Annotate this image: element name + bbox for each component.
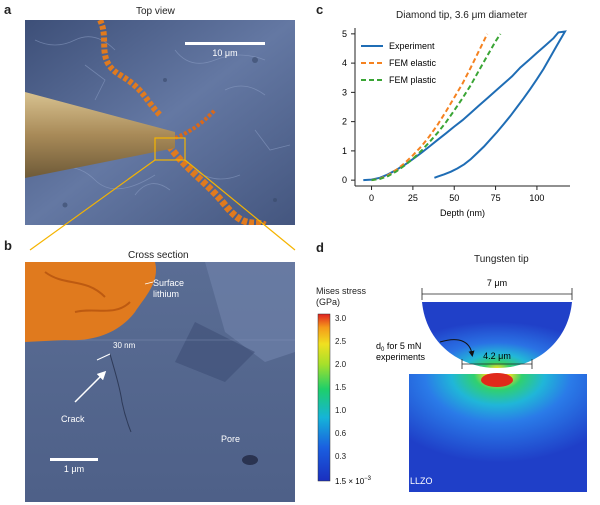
series-line-fem-plastic — [371, 33, 502, 182]
colorbar-tick-label: 0.3 — [335, 452, 347, 461]
colorbar-tick-label: 1.5 — [335, 383, 347, 392]
cross-section-sem-image: Surface lithium 30 nm Crack Pore 1 μm — [25, 262, 295, 502]
colorbar-tick-label: 2.5 — [335, 337, 347, 346]
y-tick-label: 4 — [342, 58, 347, 68]
colorbar-min-label: 1.5 × 10−3 — [335, 476, 372, 486]
legend-label: Experiment — [389, 41, 435, 51]
panel-c: c Diamond tip, 3.6 μm diameter 0 25 50 75 10… — [300, 0, 600, 235]
colorbar-tick-label: 0.6 — [335, 429, 347, 438]
surface-lithium-label-1: Surface — [153, 278, 184, 288]
probe-tip — [25, 92, 175, 178]
tungsten-tip-fem — [422, 302, 572, 368]
fem-stress-map: 3.0 2.5 2.0 1.5 1.0 0.6 0.3 1.5 × 10−3 7 μm 4.… — [317, 278, 587, 492]
tip-width-label: 7 μm — [487, 278, 507, 288]
panel-a-title: Top view — [136, 6, 175, 17]
colorbar-tick-label: 1.0 — [335, 406, 347, 415]
x-tick-label: 0 — [369, 193, 374, 203]
y-tick-label: 2 — [342, 117, 347, 127]
material-label: LLZO — [410, 476, 433, 486]
panel-b-title: Cross section — [128, 250, 189, 261]
surface-lithium — [25, 262, 156, 342]
panel-d: d Tungsten tip Mises stress (GPa) 3 — [300, 238, 600, 505]
y-tick-label: 1 — [342, 146, 347, 156]
panel-b-letter: b — [4, 238, 12, 253]
colorbar-title-1: Mises stress — [316, 286, 367, 296]
pore-label: Pore — [221, 434, 240, 444]
panel-a-letter: a — [4, 2, 12, 17]
top-view-sem-image: 10 μm — [25, 20, 295, 225]
d0-label: d0 for 5 mN — [376, 341, 421, 353]
panel-c-title: Diamond tip, 3.6 μm diameter — [396, 10, 528, 21]
y-tick-label: 3 — [342, 87, 347, 97]
zoom-box — [154, 137, 186, 161]
scale-bar-b-label: 1 μm — [64, 464, 84, 474]
panel-d-title: Tungsten tip — [474, 254, 529, 265]
y-tick-label: 0 — [342, 175, 347, 185]
lithium-filament-upper — [97, 20, 163, 118]
x-axis-label: Depth (nm) — [440, 208, 485, 218]
x-tick-label: 75 — [491, 193, 501, 203]
legend-label: FEM plastic — [389, 75, 437, 85]
colorbar-tick-label: 2.0 — [335, 360, 347, 369]
series-line-fem-elastic — [371, 33, 489, 182]
series-line-experiment — [363, 30, 567, 182]
contact-diameter-label: 4.2 μm — [483, 351, 511, 361]
crack-label: Crack — [61, 414, 85, 424]
colorbar-title-2: (GPa) — [316, 297, 341, 307]
colorbar-tick-label: 3.0 — [335, 314, 347, 323]
x-tick-label: 100 — [529, 193, 544, 203]
load-depth-chart: 0 25 50 75 100 0 1 2 3 4 5 Depth (nm) Experiment FEM … — [342, 28, 570, 218]
surface-lithium-label-2: lithium — [153, 289, 179, 299]
d0-label-line2: experiments — [376, 352, 426, 362]
scale-bar-b — [50, 458, 98, 461]
colorbar — [317, 313, 331, 482]
y-tick-label: 5 — [342, 29, 347, 39]
crack-line — [109, 353, 132, 433]
x-tick-label: 25 — [408, 193, 418, 203]
crack-width-label: 30 nm — [113, 341, 136, 350]
x-tick-label: 50 — [449, 193, 459, 203]
panel-c-letter: c — [316, 2, 324, 17]
pore — [242, 455, 258, 465]
scale-bar-a-label: 10 μm — [212, 48, 237, 58]
panel-d-letter: d — [316, 240, 324, 255]
llzo-substrate-fem — [409, 374, 587, 492]
scale-bar-a — [185, 42, 265, 45]
legend-label: FEM elastic — [389, 58, 437, 68]
